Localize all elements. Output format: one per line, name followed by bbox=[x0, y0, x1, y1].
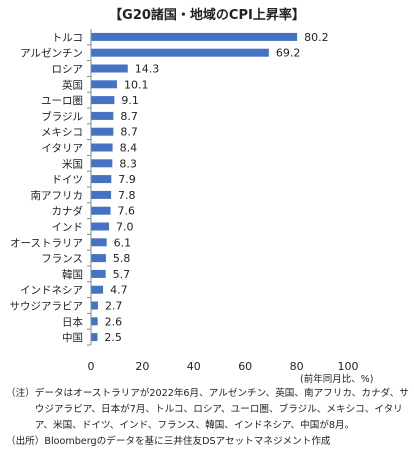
note-row: （注） データはオーストラリアが2022年6月、アルゼンチン、英国、南アフリカ、… bbox=[6, 386, 410, 434]
category-label: アルゼンチン bbox=[20, 48, 83, 60]
bar bbox=[91, 143, 113, 152]
category-label: ユーロ圏 bbox=[41, 95, 83, 107]
bar bbox=[91, 301, 98, 310]
bar bbox=[91, 111, 114, 120]
value-label: 80.2 bbox=[304, 31, 329, 44]
bar bbox=[91, 254, 106, 263]
value-label: 2.6 bbox=[105, 315, 123, 328]
bar bbox=[91, 80, 117, 89]
category-label: 米国 bbox=[62, 157, 83, 170]
value-label: 7.9 bbox=[118, 173, 136, 186]
note-text: データはオーストラリアが2022年6月、アルゼンチン、英国、南アフリカ、カナダ、… bbox=[34, 388, 409, 431]
bar bbox=[91, 190, 112, 199]
category-label: 英国 bbox=[62, 78, 83, 91]
bar bbox=[91, 96, 115, 105]
x-tick-label: 60 bbox=[238, 360, 252, 373]
value-label: 6.1 bbox=[114, 236, 132, 249]
source-text: Bloombergのデータを基に三井住友DSアセットマネジメント作成 bbox=[44, 436, 331, 447]
bar bbox=[91, 285, 104, 294]
x-tick-label: 100 bbox=[338, 360, 359, 373]
value-label: 9.1 bbox=[121, 94, 138, 107]
x-axis-unit-label: (前年同月比、%) bbox=[300, 374, 374, 385]
x-tick-label: 0 bbox=[88, 360, 95, 373]
value-label: 8.3 bbox=[119, 157, 136, 170]
value-label: 8.7 bbox=[120, 126, 138, 139]
bar bbox=[91, 159, 113, 168]
note-label: （注） bbox=[6, 388, 35, 399]
bar bbox=[91, 48, 269, 57]
source-row: （出所） Bloombergのデータを基に三井住友DSアセットマネジメント作成 bbox=[6, 434, 410, 450]
bar bbox=[91, 32, 298, 41]
bars-layer: 80.269.2 14.3 10.1 9.1 8.7 8.7 8.4 8.3 7.9 7.8 7.6… bbox=[91, 31, 329, 344]
category-label: 日本 bbox=[62, 315, 83, 328]
bar bbox=[91, 127, 114, 136]
bar bbox=[91, 175, 112, 184]
bar bbox=[91, 222, 109, 231]
category-label: 南アフリカ bbox=[31, 189, 84, 202]
value-label: 7.0 bbox=[116, 221, 133, 234]
bar bbox=[91, 269, 106, 278]
value-label: 10.1 bbox=[124, 78, 149, 91]
category-label: ドイツ bbox=[52, 174, 84, 186]
value-label: 2.5 bbox=[104, 331, 122, 344]
bar bbox=[91, 238, 107, 247]
category-label: オーストラリア bbox=[10, 237, 83, 249]
bar bbox=[91, 206, 111, 215]
value-label: 8.4 bbox=[120, 142, 138, 155]
category-label: インドネシア bbox=[20, 285, 83, 297]
value-label: 14.3 bbox=[135, 63, 160, 76]
chart-title: 【G20諸国・地域のCPI上昇率】 bbox=[109, 8, 305, 23]
value-label: 5.7 bbox=[113, 268, 131, 281]
axis-layer: トルコアルゼンチンロシア英国ユーロ圏ブラジルメキシコイタリア米国ドイツ南アフリカ… bbox=[10, 29, 359, 373]
bar-chart: 80.269.2 14.3 10.1 9.1 8.7 8.7 8.4 8.3 7.9 7.8 7.6… bbox=[10, 29, 359, 373]
source-label: （出所） bbox=[6, 436, 45, 447]
category-label: カナダ bbox=[52, 205, 84, 218]
footnotes: （注） データはオーストラリアが2022年6月、アルゼンチン、英国、南アフリカ、… bbox=[6, 386, 410, 450]
x-tick-label: 80 bbox=[290, 360, 304, 373]
value-label: 5.8 bbox=[113, 252, 131, 265]
value-label: 7.8 bbox=[118, 189, 135, 202]
category-label: ロシア bbox=[52, 64, 84, 76]
x-tick-label: 40 bbox=[187, 360, 201, 373]
category-label: 中国 bbox=[62, 331, 83, 344]
category-label: トルコ bbox=[52, 32, 83, 44]
x-tick-label: 20 bbox=[135, 360, 149, 373]
category-label: サウジアラビア bbox=[10, 301, 84, 313]
bar bbox=[91, 333, 98, 342]
value-label: 7.6 bbox=[118, 205, 136, 218]
bar bbox=[91, 317, 98, 326]
category-label: フランス bbox=[41, 253, 83, 265]
category-label: イタリア bbox=[41, 143, 83, 155]
bar bbox=[91, 64, 128, 73]
category-label: メキシコ bbox=[41, 127, 83, 139]
category-label: ブラジル bbox=[41, 110, 83, 123]
category-label: 韓国 bbox=[62, 269, 83, 281]
category-label: インド bbox=[52, 222, 84, 234]
value-label: 8.7 bbox=[120, 110, 138, 123]
value-label: 4.7 bbox=[110, 284, 128, 297]
value-label: 2.7 bbox=[105, 300, 123, 313]
value-label: 69.2 bbox=[276, 47, 301, 60]
